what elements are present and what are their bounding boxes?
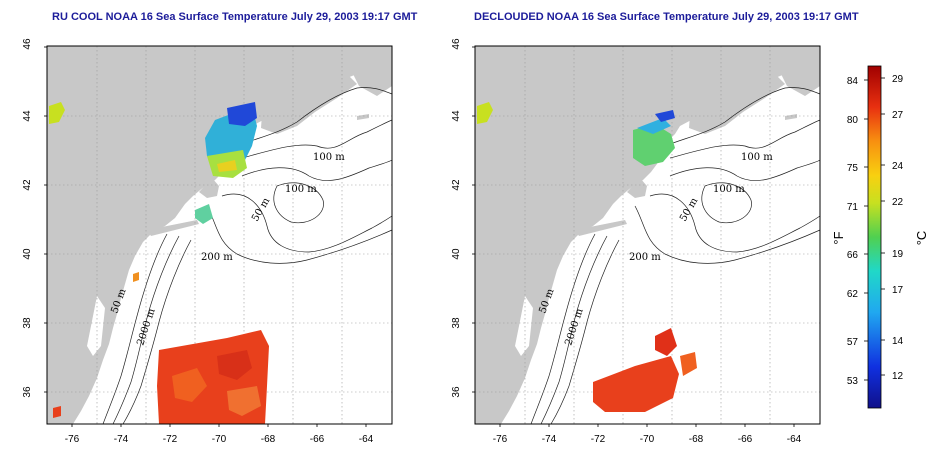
x-tick-64: -64 [787, 434, 802, 445]
fahrenheit-tick-53: 53 [847, 376, 859, 387]
fahrenheit-tick-66: 66 [847, 250, 859, 261]
y-tick-42: 42 [451, 179, 462, 191]
contour-label-200m: 200 m [629, 252, 661, 263]
celsius-tick-29: 29 [892, 74, 904, 85]
y-tick-36: 36 [22, 386, 33, 398]
y-tick-40: 40 [22, 248, 33, 260]
y-tick-46: 46 [22, 38, 33, 50]
x-tick-70: -70 [212, 434, 227, 445]
x-tick-76: -76 [493, 434, 508, 445]
x-tick-72: -72 [163, 434, 178, 445]
y-tick-44: 44 [22, 110, 33, 122]
left-axis-ticks: 46 44 42 40 38 36 -76 -74 -72 -70 -68 -6… [22, 38, 374, 445]
x-tick-68: -68 [261, 434, 276, 445]
x-tick-66: -66 [738, 434, 753, 445]
celsius-tick-17: 17 [892, 285, 904, 296]
celsius-tick-24: 24 [892, 161, 904, 172]
x-tick-76: -76 [65, 434, 80, 445]
y-tick-42: 42 [22, 179, 33, 191]
celsius-tick-14: 14 [892, 336, 904, 347]
x-tick-64: -64 [359, 434, 374, 445]
fahrenheit-tick-62: 62 [847, 289, 859, 300]
x-tick-72: -72 [591, 434, 606, 445]
x-tick-70: -70 [640, 434, 655, 445]
celsius-tick-12: 12 [892, 371, 904, 382]
celsius-unit-label: °C [914, 231, 929, 246]
right-axis-ticks: 46 44 42 40 38 36 -76 -74 -72 -70 -68 -6… [451, 38, 802, 445]
fahrenheit-tick-71: 71 [847, 202, 859, 213]
contour-label-100m-north: 100 m [313, 152, 345, 163]
y-tick-44: 44 [451, 110, 462, 122]
y-tick-40: 40 [451, 248, 462, 260]
fahrenheit-unit-label: °F [831, 231, 846, 244]
contour-label-100m-north: 100 m [741, 152, 773, 163]
left-panel-title: RU COOL NOAA 16 Sea Surface Temperature … [52, 11, 418, 23]
y-tick-36: 36 [451, 386, 462, 398]
fahrenheit-tick-80: 80 [847, 115, 859, 126]
fahrenheit-tick-57: 57 [847, 337, 859, 348]
contour-label-100m-south: 100 m [285, 184, 317, 195]
fahrenheit-tick-75: 75 [847, 163, 859, 174]
right-panel-title: DECLOUDED NOAA 16 Sea Surface Temperatur… [474, 11, 859, 23]
fahrenheit-tick-84: 84 [847, 76, 859, 87]
contour-label-200m: 200 m [201, 252, 233, 263]
contour-label-100m-south: 100 m [713, 184, 745, 195]
y-tick-38: 38 [22, 317, 33, 329]
right-map-panel: 100 m 100 m 50 m 200 m 50 m 2000 m [474, 45, 821, 425]
temperature-colorbar: 84 80 75 71 66 62 57 53 29 27 24 22 19 1… [831, 65, 929, 409]
celsius-tick-22: 22 [892, 197, 904, 208]
y-tick-38: 38 [451, 317, 462, 329]
x-tick-74: -74 [114, 434, 129, 445]
celsius-tick-19: 19 [892, 249, 904, 260]
celsius-tick-27: 27 [892, 110, 904, 121]
y-tick-46: 46 [451, 38, 462, 50]
x-tick-66: -66 [310, 434, 325, 445]
left-map-panel: 100 m 100 m 50 m 200 m 50 m 2000 m [46, 45, 393, 425]
x-tick-68: -68 [689, 434, 704, 445]
x-tick-74: -74 [542, 434, 557, 445]
